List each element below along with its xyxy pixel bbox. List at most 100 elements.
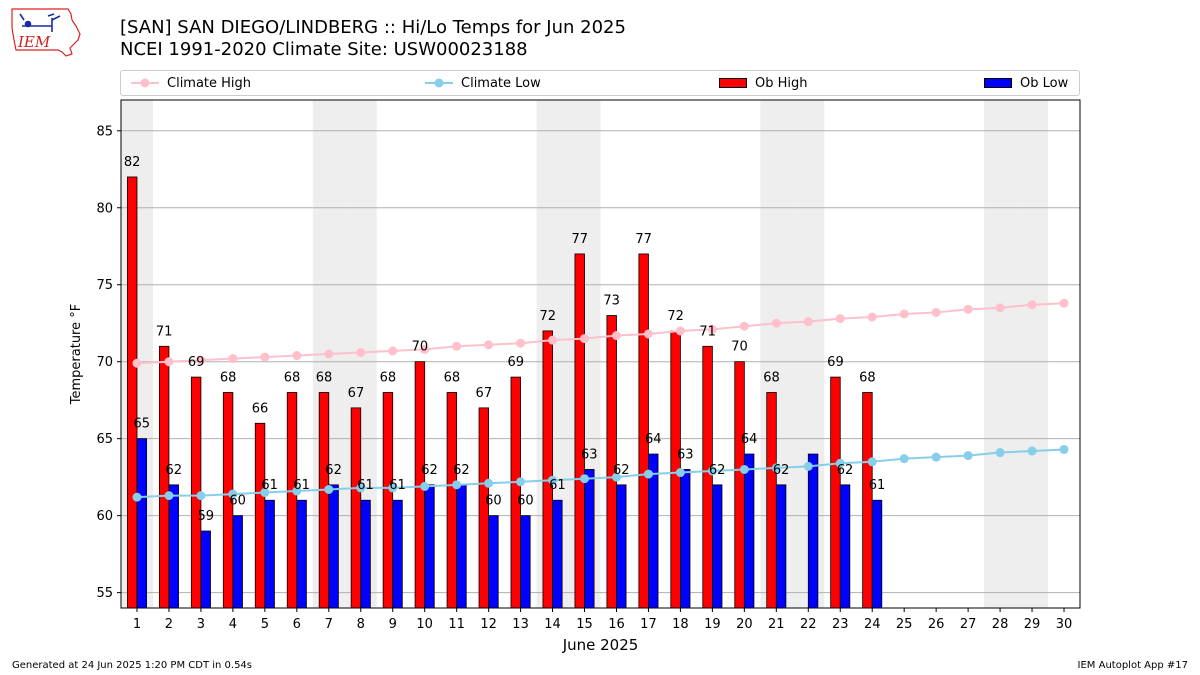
legend-label-ob-low: Ob Low [1020,75,1069,91]
ob-low-label-day-3: 59 [197,509,214,524]
climate-low-point-day-18 [675,468,685,478]
ob-high-bar-day-13 [510,376,521,609]
ob-high-label-day-5: 66 [252,401,269,416]
climate-high-point-day-20 [739,321,749,331]
ob-high-label-day-19: 71 [699,324,716,339]
climate-high-line-marker-icon [131,78,159,88]
climate-high-point-day-30 [1059,298,1069,308]
ob-high-bar-day-15 [574,253,585,609]
ob-high-label-day-14: 72 [539,309,556,324]
ob-high-label-day-8: 67 [348,386,365,401]
ob-low-label-day-5: 61 [261,478,278,493]
climate-high-point-day-1 [132,358,142,368]
x-tick-label-4: 4 [229,617,237,632]
ob-low-bar-day-20 [743,453,755,609]
ob-high-label-day-11: 68 [444,370,461,385]
ob-high-label-day-9: 68 [380,370,397,385]
x-tick-label-1: 1 [133,617,141,632]
climate-low-point-day-15 [580,474,590,484]
ob-high-bar-day-24 [862,392,873,609]
climate-high-point-day-22 [803,317,813,327]
climate-high-point-day-5 [260,352,270,362]
ob-low-bar-day-16 [616,484,627,609]
x-tick-label-12: 12 [480,617,497,632]
climate-low-point-day-13 [516,477,526,487]
ob-low-label-day-11: 62 [453,463,470,478]
climate-high-point-day-28 [995,303,1005,313]
ob-low-bar-day-9 [392,499,403,609]
y-tick-label-65: 65 [96,432,113,447]
ob-low-label-day-20: 64 [741,432,758,447]
climate-low-point-day-30 [1059,444,1069,454]
title-line-1: [SAN] SAN DIEGO/LINDBERG :: Hi/Lo Temps … [120,17,626,38]
climate-high-point-day-21 [771,318,781,328]
ob-high-label-day-16: 73 [603,294,620,309]
ob-high-label-day-7: 68 [316,370,333,385]
x-tick-label-7: 7 [325,617,333,632]
legend-item-ob-high: Ob High [719,71,808,95]
ob-low-bar-day-8 [360,499,371,609]
climate-low-point-day-23 [835,458,845,468]
ob-high-label-day-3: 69 [188,355,205,370]
climate-low-line-marker-icon [425,78,453,88]
climate-high-point-day-29 [1027,300,1037,310]
x-tick-label-5: 5 [261,617,269,632]
weekend-shade-day-29 [1016,100,1049,608]
x-tick-label-19: 19 [704,617,721,632]
generated-timestamp: Generated at 24 Jun 2025 1:20 PM CDT in … [12,660,253,671]
ob-low-label-day-10: 62 [421,463,438,478]
title-line-2: NCEI 1991-2020 Climate Site: USW00023188 [120,39,528,60]
ob-low-label-day-8: 61 [357,478,374,493]
x-tick-label-28: 28 [992,617,1009,632]
climate-high-point-day-14 [548,335,558,345]
climate-high-point-day-7 [324,349,334,359]
ob-low-bar-day-11 [456,484,467,609]
ob-low-label-day-17: 64 [645,432,662,447]
ob-low-bar-day-7 [328,484,339,609]
ob-low-bar-day-18 [680,469,691,609]
ob-low-bar-day-10 [424,484,435,609]
ob-low-bar-day-1 [136,438,147,609]
climate-low-point-day-14 [548,475,558,485]
climate-high-point-day-3 [196,355,206,365]
y-axis-label: Temperature °F [69,304,84,405]
ob-high-label-day-24: 68 [859,370,876,385]
climate-low-point-day-22 [803,461,813,471]
climate-low-point-day-17 [643,469,653,479]
climate-high-point-day-2 [164,357,174,367]
ob-low-bar-day-21 [775,484,787,609]
ob-high-label-day-15: 77 [571,232,588,247]
legend-label-ob-high: Ob High [755,75,808,91]
climate-low-point-day-24 [867,457,877,467]
climate-low-point-day-3 [196,491,206,501]
ob-low-bar-day-19 [711,484,723,609]
x-tick-label-3: 3 [197,617,205,632]
climate-high-point-day-26 [931,307,941,317]
climate-low-point-day-20 [739,464,749,474]
logo-text: IEM [17,33,51,51]
climate-high-point-day-16 [611,331,621,341]
ob-high-swatch-icon [719,78,747,88]
ob-low-label-day-6: 61 [293,478,310,493]
ob-low-bar-day-12 [488,515,499,609]
bar-value-labels: 82 65 71 62 69 59 68 60 66 61 68 61 68 62 67 61 68 61 70 62… [124,155,885,524]
climate-high-point-day-4 [228,354,238,364]
ob-high-bar-day-6 [286,392,298,609]
ob-low-label-day-24: 61 [869,478,886,493]
climate-high-point-day-19 [707,324,717,334]
weekend-shade-day-28 [984,100,1017,608]
ob-high-label-day-17: 77 [635,232,652,247]
ob-low-label-day-19: 62 [709,463,726,478]
x-tick-label-30: 30 [1056,617,1073,632]
ob-high-bar-day-20 [734,361,745,609]
climate-low-point-day-25 [899,454,909,464]
climate-high-point-day-17 [643,329,653,339]
x-tick-label-6: 6 [293,617,301,632]
x-tick-label-20: 20 [736,617,753,632]
ob-low-label-day-16: 62 [613,463,630,478]
ob-low-label-day-15: 63 [581,447,598,462]
chart-legend: Climate High Climate Low Ob High Ob Low [120,70,1080,96]
climate-low-point-day-12 [484,478,494,488]
